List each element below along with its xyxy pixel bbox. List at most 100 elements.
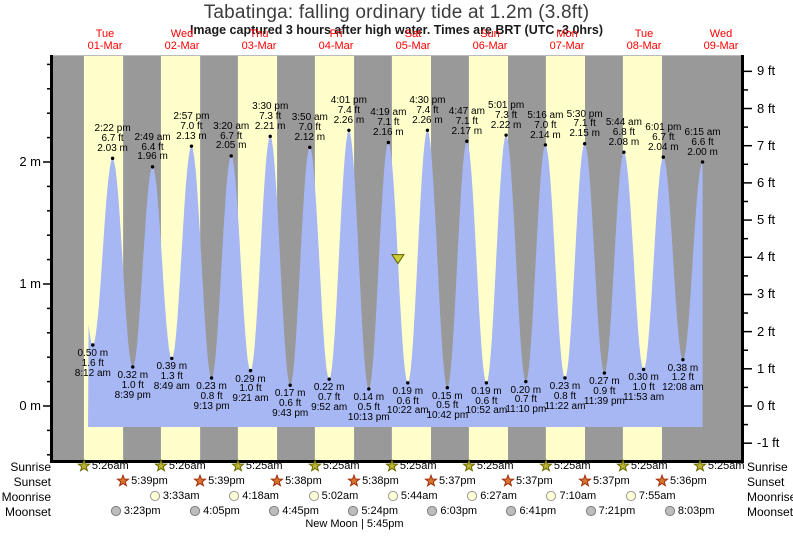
tide-event-dot	[150, 165, 155, 169]
high-tide-label: 5:01 pm 7.3 ft 2.22 m	[488, 100, 525, 131]
low-tide-label: 0.17 m 0.6 ft 9:43 pm	[272, 388, 309, 419]
sunrise-time: 5:25am	[538, 459, 591, 473]
sunrise-star-icon	[77, 459, 92, 473]
tide-event-dot	[268, 134, 272, 139]
tide-event-dot	[543, 143, 548, 147]
left-axis-tick-label: 0 m	[19, 398, 41, 413]
day-header: Wed 02-Mar	[164, 28, 200, 52]
low-tide-label: 0.38 m 1.2 ft 12:08 am	[662, 362, 704, 394]
moonset-time: 6:03pm	[425, 504, 477, 518]
sunset-time: 5:37pm	[424, 474, 476, 488]
page-title: Tabatinga: falling ordinary tide at 1.2m…	[203, 2, 590, 23]
sunrise-star-icon	[307, 459, 323, 473]
tide-event-dot	[248, 368, 253, 373]
tide-event-dot	[347, 128, 351, 132]
high-tide-label: 4:47 am 7.1 ft 2.17 m	[448, 106, 485, 137]
moonset-time: 3:23pm	[109, 504, 161, 518]
astro-label-right-sunset: Sunset	[747, 475, 785, 489]
astro-label-left-moonset: Moonset	[4, 505, 51, 519]
sunset-time: 5:39pm	[116, 474, 168, 488]
right-axis-tick-label: 4 ft	[757, 249, 776, 265]
tide-event-dot	[229, 154, 233, 158]
day-header: Tue 01-Mar	[87, 28, 123, 52]
moonrise-time: 6:27am	[465, 489, 517, 503]
high-tide-label: 4:30 pm 7.4 ft 2.26 m	[409, 95, 446, 126]
sunrise-time: 5:25am	[384, 459, 437, 473]
astro-label-left-sunset: Sunset	[13, 475, 51, 489]
sunrise-time: 5:25am	[692, 459, 745, 473]
tide-event-dot	[641, 367, 646, 372]
tide-event-dot	[367, 387, 371, 391]
moonset-circle-icon	[425, 504, 440, 518]
low-tide-label: 0.15 m 0.5 ft 10:42 pm	[426, 390, 469, 422]
tide-event-dot	[131, 365, 135, 369]
low-tide-label: 0.50 m 1.6 ft 8:12 am	[74, 348, 111, 379]
high-tide-label: 3:20 am 6.7 ft 2.05 m	[213, 120, 250, 152]
tide-curve-area	[88, 130, 703, 428]
moonset-time: 6:41pm	[504, 504, 556, 518]
sunrise-star-icon	[230, 459, 246, 473]
day-header: Tue 08-Mar	[626, 28, 662, 52]
tide-event-dot	[209, 376, 214, 380]
moonset-circle-icon	[663, 504, 678, 518]
right-axis-tick-label: 1 ft	[757, 360, 776, 376]
low-tide-label: 0.14 m 0.5 ft 10:13 pm	[347, 391, 390, 423]
left-axis-tick-label: 1 m	[19, 276, 41, 291]
moonset-circle-icon	[188, 504, 203, 518]
tide-event-dot	[602, 371, 607, 375]
sunrise-time: 5:26am	[154, 459, 206, 473]
sunset-star-icon	[347, 474, 362, 488]
astro-label-right-moonset: Moonset	[747, 505, 793, 519]
low-tide-label: 0.19 m 0.6 ft 10:52 am	[465, 385, 508, 417]
moonrise-time: 3:33am	[148, 489, 200, 503]
day-header: Wed 09-Mar	[703, 28, 739, 52]
right-axis-tick-label: 2 ft	[757, 323, 776, 339]
chart-subtitle: Image captured 3 hours after high water.…	[189, 23, 604, 37]
low-tide-label: 0.27 m 0.9 ft 11:39 pm	[583, 376, 625, 407]
tide-event-dot	[425, 128, 430, 132]
astro-label-right-moonrise: Moonrise	[747, 490, 793, 504]
tide-event-dot	[504, 133, 508, 137]
tide-event-dot	[110, 156, 115, 161]
day-header: Fri 04-Mar	[318, 28, 354, 52]
high-tide-label: 2:49 am 6.4 ft 1.96 m	[134, 131, 171, 163]
tide-event-dot	[524, 379, 528, 384]
sunrise-time: 5:25am	[615, 459, 668, 473]
sunrise-time: 5:26am	[77, 459, 129, 473]
moonrise-circle-icon	[307, 489, 322, 503]
tide-event-dot	[484, 381, 489, 385]
moonrise-circle-icon	[148, 489, 163, 503]
tide-event-dot	[170, 356, 174, 361]
moonrise-time: 7:55am	[624, 489, 676, 503]
tide-event-dot	[386, 140, 391, 145]
high-tide-label: 3:30 pm 7.3 ft 2.21 m	[252, 101, 289, 132]
right-axis-tick-label: 6 ft	[757, 174, 776, 190]
right-axis-tick-label: 5 ft	[757, 212, 776, 228]
sunrise-star-icon	[384, 459, 400, 473]
tide-event-dot	[308, 145, 312, 150]
sunset-star-icon	[270, 474, 285, 488]
sunset-time: 5:38pm	[347, 474, 399, 488]
moonset-circle-icon	[109, 504, 124, 518]
astro-label-left-sunrise: Sunrise	[10, 460, 51, 474]
day-header: Sat 05-Mar	[395, 28, 431, 52]
high-tide-label: 2:57 pm 7.0 ft 2.13 m	[173, 111, 210, 142]
tide-event-dot	[563, 376, 567, 380]
right-axis-tick-label: 3 ft	[757, 286, 776, 302]
sunset-star-icon	[578, 474, 593, 488]
low-tide-label: 0.19 m 0.6 ft 10:22 am	[386, 385, 429, 417]
sunset-star-icon	[424, 474, 439, 488]
low-tide-label: 0.30 m 1.0 ft 11:53 am	[623, 372, 665, 403]
tide-event-dot	[622, 150, 626, 154]
moonset-time: 5:24pm	[346, 504, 398, 518]
high-tide-label: 4:19 am 7.1 ft 2.16 m	[370, 107, 407, 139]
sunrise-time: 5:25am	[461, 459, 514, 473]
tide-event-dot	[700, 160, 705, 164]
moonset-time: 8:03pm	[663, 504, 715, 518]
moonset-circle-icon	[346, 504, 361, 518]
sunset-time: 5:36pm	[655, 474, 707, 488]
left-axis-tick-label: 2 m	[19, 154, 41, 169]
high-tide-label: 6:15 am 6.6 ft 2.00 m	[684, 127, 721, 158]
